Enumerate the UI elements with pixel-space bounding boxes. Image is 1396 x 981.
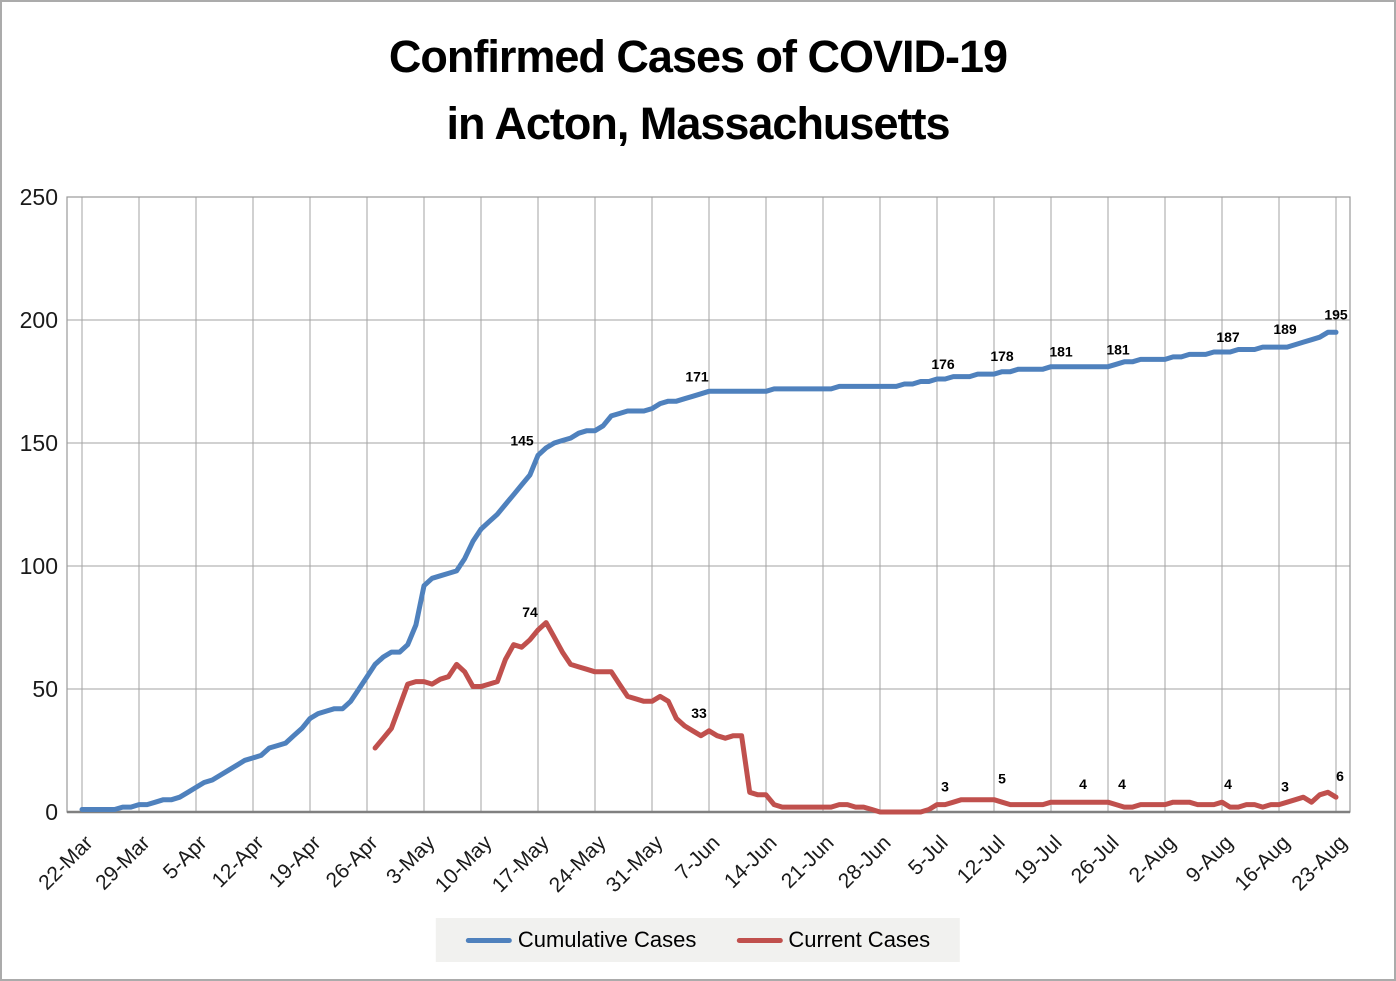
data-point-label: 176 [931, 356, 955, 372]
x-axis-tick-label: 19-Jul [1010, 831, 1067, 888]
data-point-label: 145 [510, 432, 534, 448]
x-axis-tick-label: 7-Jun [671, 831, 724, 884]
chart-title-line1: Confirmed Cases of COVID-19 [388, 31, 1008, 82]
x-axis-tick-label: 24-May [545, 831, 611, 897]
x-axis-tick-label: 12-Apr [208, 831, 269, 892]
x-axis-tick-label: 21-Jun [777, 831, 839, 893]
data-point-label: 178 [990, 348, 1014, 364]
x-axis-tick-label: 31-May [602, 831, 668, 897]
chart-title-line2: in Acton, Massachusetts [446, 97, 951, 149]
data-point-label: 3 [1281, 779, 1289, 795]
x-axis-tick-label: 2-Aug [1125, 831, 1181, 887]
data-point-label: 195 [1324, 306, 1348, 322]
data-point-label: 171 [685, 368, 709, 384]
data-point-label: 33 [691, 705, 707, 721]
x-axis-tick-label: 29-Mar [91, 831, 154, 894]
x-axis-tick-label: 10-May [431, 831, 497, 897]
legend-item-current-cases: Current Cases [736, 927, 930, 953]
x-axis-tick-label: 22-Mar [34, 831, 97, 894]
x-axis-tick-label: 28-Jun [834, 831, 896, 893]
x-axis-tick-label: 26-Apr [322, 831, 383, 892]
legend: Cumulative Cases Current Cases [435, 918, 961, 962]
data-point-label: 181 [1106, 342, 1130, 358]
data-point-label: 4 [1224, 776, 1232, 792]
legend-label-cumulative: Cumulative Cases [517, 927, 697, 952]
chart-title: Confirmed Cases of COVID-19 in Acton, Ma… [2, 24, 1394, 157]
cumulative-cases-line [79, 329, 1339, 812]
data-point-label: 6 [1336, 768, 1344, 784]
x-axis-tick-label: 26-Jul [1067, 831, 1124, 888]
x-axis-tick-label: 16-Aug [1230, 831, 1294, 895]
x-axis-tick-label: 17-May [488, 831, 554, 897]
x-axis-tick-label: 9-Aug [1182, 831, 1238, 887]
data-point-label: 181 [1049, 344, 1073, 360]
y-axis-tick-label: 250 [20, 184, 58, 210]
current-line-swatch [736, 937, 783, 943]
x-axis-tick-label: 14-Jun [720, 831, 782, 893]
data-point-label: 4 [1118, 776, 1126, 792]
x-axis-tick-label: 19-Apr [265, 831, 326, 892]
legend-label-current: Current Cases [788, 927, 931, 952]
y-axis-tick-label: 50 [32, 676, 58, 702]
legend-item-cumulative-cases: Cumulative Cases [465, 927, 697, 953]
data-point-label: 3 [941, 779, 949, 795]
cumulative-line-swatch [465, 937, 512, 943]
data-point-label: 4 [1079, 776, 1087, 792]
data-point-label: 74 [522, 604, 538, 620]
y-axis-tick-label: 0 [45, 799, 58, 825]
current-cases-line [372, 620, 1339, 815]
x-axis-tick-label: 23-Aug [1287, 831, 1351, 895]
x-axis-tick-label: 5-Jul [904, 831, 952, 879]
data-point-label: 5 [998, 771, 1006, 787]
x-axis-tick-label: 12-Jul [953, 831, 1010, 888]
x-axis-tick-label: 5-Apr [159, 831, 212, 884]
y-axis-tick-label: 100 [20, 553, 58, 579]
data-point-label: 187 [1216, 329, 1240, 345]
y-axis-tick-label: 200 [20, 307, 58, 333]
data-point-label: 189 [1273, 321, 1297, 337]
y-axis-tick-label: 150 [20, 430, 58, 456]
